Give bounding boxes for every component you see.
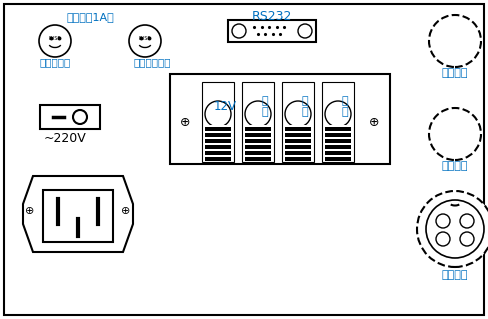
Text: FUSE: FUSE (139, 35, 151, 41)
Circle shape (129, 25, 161, 57)
Bar (285, 155, 311, 157)
Bar (205, 125, 231, 127)
Bar (285, 125, 311, 127)
Bar (245, 145, 271, 149)
Bar (285, 143, 311, 145)
Bar (285, 127, 311, 131)
Text: 脉: 脉 (342, 96, 348, 106)
Text: 冲: 冲 (342, 107, 348, 117)
Bar (245, 131, 271, 133)
Text: ⊕: ⊕ (122, 206, 131, 216)
Text: ⊕: ⊕ (369, 115, 379, 129)
Circle shape (232, 24, 246, 38)
Text: 脉冲输出: 脉冲输出 (442, 161, 468, 171)
Bar (170, 74, 390, 164)
Bar (205, 131, 231, 133)
Circle shape (429, 108, 481, 160)
Bar (285, 137, 311, 139)
Circle shape (205, 101, 231, 127)
Circle shape (417, 191, 488, 267)
Bar (285, 151, 311, 155)
Text: 保险丝（1A）: 保险丝（1A） (66, 12, 114, 22)
Bar (43, 190, 113, 242)
Bar (325, 143, 351, 145)
Bar (322, 82, 354, 162)
Bar (245, 149, 271, 151)
Text: ⊕: ⊕ (25, 206, 35, 216)
Bar (228, 20, 316, 42)
Text: ⊕: ⊕ (180, 115, 190, 129)
Circle shape (73, 110, 87, 124)
Text: 接: 接 (262, 96, 268, 106)
Circle shape (429, 15, 481, 67)
Text: 牌: 牌 (302, 107, 308, 117)
Circle shape (436, 232, 450, 246)
Bar (205, 157, 231, 161)
Bar (205, 155, 231, 157)
Bar (285, 149, 311, 151)
Bar (325, 157, 351, 161)
Bar (325, 155, 351, 157)
Bar (325, 137, 351, 139)
Circle shape (460, 214, 474, 228)
Text: 步进电机电源: 步进电机电源 (133, 57, 171, 67)
Bar (205, 143, 231, 145)
Text: 地: 地 (262, 107, 268, 117)
Bar (285, 157, 311, 161)
Bar (205, 145, 231, 149)
Bar (202, 82, 234, 162)
Bar (245, 139, 271, 143)
Circle shape (245, 101, 271, 127)
Bar (205, 133, 231, 137)
Circle shape (426, 200, 484, 258)
Bar (245, 155, 271, 157)
Bar (325, 131, 351, 133)
Bar (282, 82, 314, 162)
Bar (245, 127, 271, 131)
Bar (285, 139, 311, 143)
Bar (205, 149, 231, 151)
Bar (285, 131, 311, 133)
Polygon shape (23, 176, 133, 252)
Bar (40, 105, 100, 129)
Bar (242, 82, 274, 162)
Text: 12V: 12V (214, 100, 237, 113)
Bar (245, 125, 271, 127)
Text: ~220V: ~220V (43, 132, 86, 145)
Bar (285, 145, 311, 149)
Text: 翻: 翻 (302, 96, 308, 106)
Text: 脉冲输入: 脉冲输入 (442, 68, 468, 78)
Bar (285, 133, 311, 137)
Bar (325, 125, 351, 127)
Bar (245, 143, 271, 145)
Bar (325, 145, 351, 149)
Circle shape (436, 214, 450, 228)
Bar (325, 127, 351, 131)
Text: RS232: RS232 (252, 11, 292, 24)
Bar (205, 151, 231, 155)
Bar (245, 137, 271, 139)
Bar (245, 157, 271, 161)
Bar (325, 139, 351, 143)
Circle shape (460, 232, 474, 246)
Bar (205, 137, 231, 139)
Bar (245, 133, 271, 137)
Text: FUSE: FUSE (49, 35, 61, 41)
Bar (205, 127, 231, 131)
Circle shape (298, 24, 312, 38)
Circle shape (285, 101, 311, 127)
Bar (205, 139, 231, 143)
Circle shape (39, 25, 71, 57)
Text: 步进电机: 步进电机 (442, 270, 468, 280)
Circle shape (325, 101, 351, 127)
Bar (325, 151, 351, 155)
Bar (325, 149, 351, 151)
Bar (245, 151, 271, 155)
Text: 计价器电源: 计价器电源 (40, 57, 71, 67)
Bar (325, 133, 351, 137)
